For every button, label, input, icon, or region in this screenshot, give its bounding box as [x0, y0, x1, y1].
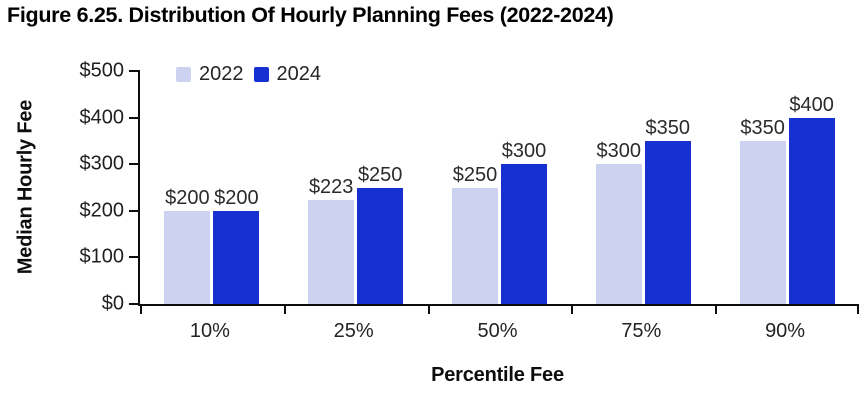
x-tick-mark [715, 304, 718, 314]
y-tick-mark [129, 303, 140, 305]
x-tick-mark [857, 304, 859, 314]
bar-value-label: $300 [501, 140, 547, 163]
bar-2024: $300 [500, 140, 547, 304]
y-tick-label: $0 [101, 292, 124, 315]
x-tick-label: 75% [621, 320, 662, 342]
bar-2022: $350 [739, 117, 786, 304]
bar-2022: $200 [164, 187, 211, 304]
x-tick-mark [283, 304, 286, 314]
legend-item: 2022 [176, 63, 244, 86]
x-tick-mark [140, 304, 142, 314]
x-tick-label: 25% [333, 320, 374, 342]
bar-group: $250 $300 [428, 71, 572, 304]
bar-2022: $300 [595, 140, 642, 304]
legend-item: 2024 [253, 63, 322, 86]
bar-group: $350 $400 [715, 71, 859, 304]
bar-value-label: $200 [214, 186, 259, 209]
x-tick-mark [571, 304, 574, 314]
bar-2022: $250 [451, 164, 498, 304]
bar-group: $200 $200 [140, 71, 284, 304]
bar-2024: $250 [357, 164, 404, 304]
bar-2024: $200 [213, 187, 260, 304]
bar-groups: $200 $200 $223 $250 $250 $300 $300 $350 $350 $400 [140, 71, 859, 304]
bar-value-label: $350 [740, 116, 785, 139]
y-tick-labels: $500 $400 $300 $200 $100 $0 [0, 60, 125, 315]
bar-2024: $350 [644, 117, 691, 304]
legend-label: 2022 [199, 63, 244, 85]
bar-2024: $400 [788, 94, 835, 304]
y-tick-mark [129, 163, 140, 166]
x-tick-label: 50% [477, 320, 518, 342]
y-tick-mark [129, 209, 140, 212]
legend-label: 2024 [276, 63, 322, 85]
bar-2022: $223 [308, 176, 355, 304]
bar-value-label: $250 [357, 163, 403, 186]
legend-swatch-2022 [176, 67, 191, 82]
legend-swatch-2024 [253, 67, 269, 82]
x-tick-labels: 10% 25% 50% 75% 90% [138, 320, 857, 343]
x-axis-title: Percentile Fee [431, 364, 564, 386]
y-tick-label: $300 [79, 152, 125, 175]
y-tick-label: $200 [79, 199, 125, 222]
y-tick-label: $500 [79, 59, 125, 82]
x-tick-mark [427, 304, 430, 314]
legend: 2022 2024 [176, 63, 321, 86]
bar-group: $223 $250 [284, 71, 428, 304]
bar-value-label: $400 [789, 93, 834, 116]
figure-title: Figure 6.25. Distribution Of Hourly Plan… [7, 3, 614, 27]
plot-area: 2022 2024 $200 $200 $223 $250 $250 $300 $300 $35… [129, 63, 859, 314]
bar-group: $300 $350 [571, 71, 715, 304]
bar-value-label: $200 [165, 186, 210, 209]
bar-value-label: $223 [308, 176, 354, 199]
y-tick-label: $100 [79, 245, 125, 268]
y-tick-label: $400 [79, 106, 125, 129]
y-tick-mark [129, 70, 140, 72]
x-tick-label: 10% [189, 320, 230, 342]
bar-value-label: $300 [596, 140, 642, 163]
x-tick-label: 90% [765, 320, 806, 342]
y-tick-mark [129, 116, 140, 119]
y-tick-mark [129, 256, 140, 259]
bar-value-label: $350 [645, 116, 691, 139]
bar-value-label: $250 [452, 163, 498, 186]
